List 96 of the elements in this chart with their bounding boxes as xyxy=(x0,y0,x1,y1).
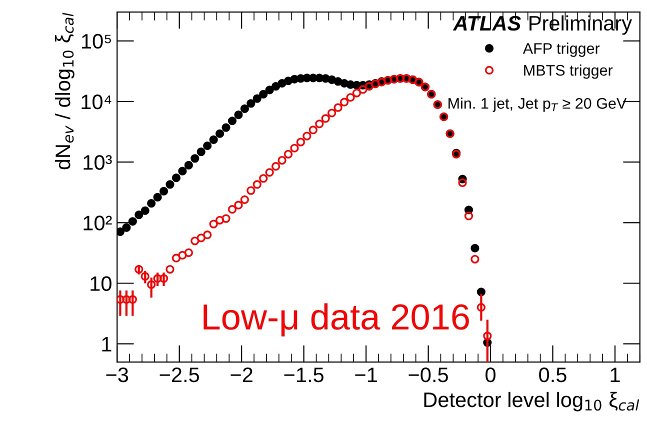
point xyxy=(122,223,131,232)
y-tick-label: 10⁵ xyxy=(82,34,111,49)
x-tick-label: 0.5 xyxy=(539,367,566,382)
point xyxy=(190,236,200,246)
point xyxy=(476,288,486,296)
point xyxy=(290,144,299,152)
point xyxy=(483,332,492,340)
point xyxy=(346,93,355,102)
x-tick-label: −0.5 xyxy=(408,367,448,382)
point xyxy=(265,168,274,177)
point xyxy=(458,178,467,187)
point xyxy=(340,98,349,106)
point xyxy=(265,86,274,94)
point xyxy=(215,129,224,138)
y-axis-title: dN$_{ev}$ / dlog$_{10}$ ξ$_{cal}$ xyxy=(54,12,74,170)
point xyxy=(203,230,212,240)
point xyxy=(172,254,181,262)
point xyxy=(252,94,262,103)
point xyxy=(240,104,249,114)
point xyxy=(128,295,137,304)
point xyxy=(184,160,193,170)
point xyxy=(140,272,150,281)
point xyxy=(321,114,330,123)
point xyxy=(209,220,218,228)
point xyxy=(134,264,144,274)
point xyxy=(278,156,286,165)
point xyxy=(140,206,150,215)
point xyxy=(147,280,156,289)
point xyxy=(302,132,312,140)
x-tick-label: −3 xyxy=(106,367,128,382)
y-tick-label: 10⁴ xyxy=(82,94,112,110)
point xyxy=(209,135,218,144)
point xyxy=(147,198,156,208)
point xyxy=(159,274,168,283)
point xyxy=(315,120,324,128)
point xyxy=(203,141,212,150)
point xyxy=(117,295,125,304)
point xyxy=(178,250,187,260)
point xyxy=(117,227,125,236)
point xyxy=(470,254,480,264)
annotation: Min. 1 jet, Jet p$_{T}$ ≥ 20 GeV xyxy=(448,98,627,112)
point xyxy=(284,150,293,158)
point xyxy=(328,108,336,118)
legend-label: MBTS trigger xyxy=(524,64,613,79)
point xyxy=(272,82,280,91)
y-tick-label: 1 xyxy=(102,337,112,352)
point xyxy=(240,195,249,204)
x-axis-title: Detector level log$_{10}$ ξ$_{cal}$ xyxy=(424,392,640,412)
point xyxy=(358,85,368,94)
point xyxy=(222,123,230,132)
legend-label: AFP trigger xyxy=(522,42,600,57)
point xyxy=(122,295,131,304)
point xyxy=(334,103,342,112)
x-tick-label: 0 xyxy=(486,367,496,382)
x-tick-label: −1 xyxy=(355,368,377,382)
y-tick-label: 10 xyxy=(90,276,112,292)
x-tick-label: 1 xyxy=(610,368,620,382)
point xyxy=(166,180,174,189)
point xyxy=(184,248,193,257)
point xyxy=(296,138,306,146)
point xyxy=(308,126,318,134)
point xyxy=(228,116,237,126)
point xyxy=(159,186,168,196)
point xyxy=(234,110,243,120)
point xyxy=(153,274,162,283)
y-tick-label: 10² xyxy=(84,216,112,230)
annotation: Preliminary xyxy=(530,15,632,35)
x-tick-label: −2 xyxy=(230,367,252,382)
point xyxy=(272,162,280,171)
point xyxy=(228,205,237,214)
point xyxy=(172,174,181,182)
point xyxy=(246,186,256,195)
y-tick-label: 10³ xyxy=(84,155,112,170)
point xyxy=(166,264,174,274)
point xyxy=(215,216,224,224)
point xyxy=(196,234,206,242)
point xyxy=(178,166,187,176)
point xyxy=(196,147,206,156)
point xyxy=(134,210,144,220)
x-tick-label: −2.5 xyxy=(160,367,200,382)
point xyxy=(190,154,200,163)
point xyxy=(352,88,362,98)
point xyxy=(222,214,230,223)
point xyxy=(153,192,162,202)
annotation: Low-μ data 2016 xyxy=(204,303,469,336)
point xyxy=(128,217,137,226)
x-tick-label: −1.5 xyxy=(284,368,324,382)
point xyxy=(234,200,243,210)
point xyxy=(252,180,262,189)
point xyxy=(464,212,474,220)
point xyxy=(476,303,486,312)
point xyxy=(259,90,268,99)
point xyxy=(470,244,480,252)
point xyxy=(328,75,336,84)
point xyxy=(259,174,268,183)
point xyxy=(246,99,256,108)
